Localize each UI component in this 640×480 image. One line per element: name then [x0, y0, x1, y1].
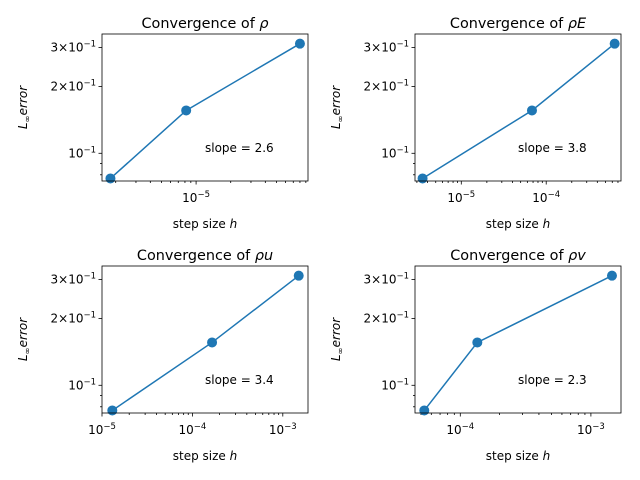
y-tick-label: 2×10−1: [50, 311, 96, 326]
slope-annotation: slope = 3.4: [205, 373, 274, 387]
data-point: [606, 270, 617, 281]
data-point: [293, 270, 304, 281]
x-tick-label: 10−4: [446, 422, 474, 437]
subplot-4: Convergence of ρv step size h L∞error 10−4 1…: [329, 248, 622, 463]
x-axis-label: step size h: [173, 217, 237, 231]
x-tick-label: 10−4: [178, 422, 206, 437]
x-axis-label: step size h: [486, 217, 550, 231]
x-tick-label: 10−5: [182, 190, 210, 205]
data-point: [294, 38, 305, 49]
slope-annotation: slope = 2.6: [205, 141, 274, 155]
x-tick-label: 10−5: [447, 190, 475, 205]
y-tick-label: 2×10−1: [50, 79, 96, 94]
y-tick-label: 2×10−1: [363, 79, 409, 94]
data-point: [526, 105, 537, 116]
data-point: [417, 173, 428, 184]
data-point: [107, 405, 118, 416]
axes-frame: [414, 265, 622, 414]
data-point: [105, 173, 116, 184]
y-tick-label: 10−1: [381, 377, 409, 392]
y-tick-label: 3×10−1: [50, 271, 96, 286]
y-tick-label: 2×10−1: [363, 311, 409, 326]
plot-title: Convergence of ρE: [450, 16, 587, 32]
subplot-1: Convergence of ρ step size h L∞error 10−5 10…: [16, 16, 309, 231]
x-axis-label: step size h: [486, 449, 550, 463]
series-line: [423, 275, 613, 411]
y-tick-label: 3×10−1: [363, 271, 409, 286]
plot-title: Convergence of ρv: [450, 248, 586, 264]
slope-annotation: slope = 3.8: [518, 141, 587, 155]
x-tick-label: 10−5: [88, 422, 116, 437]
y-tick-label: 10−1: [68, 377, 96, 392]
y-tick-label: 10−1: [68, 145, 96, 160]
y-tick-label: 3×10−1: [363, 39, 409, 54]
series-line: [111, 275, 300, 412]
subplot-2: Convergence of ρE step size h L∞error 10−5 1…: [329, 16, 622, 231]
data-point: [207, 337, 218, 348]
plot-title: Convergence of ρu: [137, 248, 273, 264]
data-point: [609, 38, 620, 49]
x-tick-label: 10−3: [269, 422, 297, 437]
data-point: [181, 105, 192, 116]
slope-annotation: slope = 2.3: [518, 373, 587, 387]
y-tick-label: 10−1: [381, 145, 409, 160]
series-line: [109, 43, 301, 180]
x-axis-label: step size h: [173, 449, 237, 463]
data-point: [472, 337, 483, 348]
axes-frame: [414, 33, 622, 182]
axes-frame: [101, 265, 309, 414]
subplot-3: Convergence of ρu step size h L∞error 10−5 1…: [16, 248, 309, 463]
y-axis-label: L∞error: [329, 85, 346, 129]
x-tick-label: 10−4: [532, 190, 560, 205]
x-tick-label: 10−3: [577, 422, 605, 437]
y-axis-label: L∞error: [329, 317, 346, 361]
series-line: [422, 43, 616, 180]
axes-frame: [101, 33, 309, 182]
data-point: [419, 405, 430, 416]
y-tick-label: 3×10−1: [50, 39, 96, 54]
plot-title: Convergence of ρ: [141, 16, 268, 32]
y-axis-label: L∞error: [16, 317, 33, 361]
y-axis-label: L∞error: [16, 85, 33, 129]
